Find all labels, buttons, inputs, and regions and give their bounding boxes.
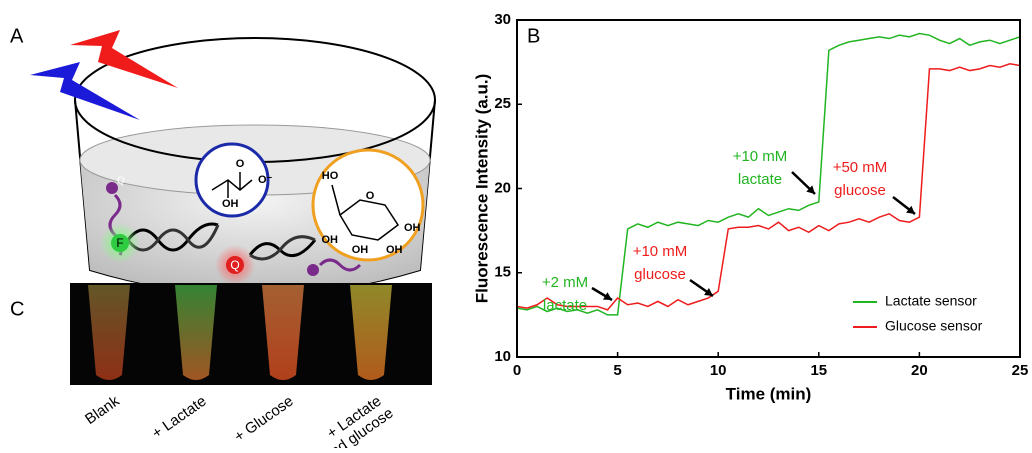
annotation: glucose — [834, 182, 886, 199]
tube-label: + Lactate — [149, 393, 210, 443]
line-chart: 0 5 10 15 20 25 10 15 20 25 30 Time (min) Fluorescen… — [472, 11, 1028, 404]
fluorophore-label: Q — [117, 176, 125, 187]
panel-label: A — [10, 25, 24, 47]
scheme: Q F Q O O⁻ OH HO O OH OH OH OH — [30, 30, 435, 295]
x-tick-label: 0 — [513, 362, 521, 379]
y-tick-label: 20 — [494, 179, 511, 196]
x-tick-label: 20 — [911, 362, 928, 379]
y-tick-label: 25 — [494, 95, 511, 112]
panel-label: C — [10, 298, 24, 320]
quencher — [307, 264, 319, 276]
legend-label: Glucose sensor — [885, 318, 983, 334]
tube-label: + Glucose — [231, 393, 296, 446]
y-tick-label: 15 — [494, 264, 511, 281]
annotation: +10 mM — [633, 243, 688, 260]
annotation: lactate — [738, 171, 782, 188]
atom: O — [366, 190, 375, 202]
x-axis-label: Time (min) — [726, 384, 812, 403]
fluorophore-label: F — [116, 236, 123, 250]
atom: OH — [322, 234, 339, 246]
annotation: +2 mM — [542, 274, 588, 291]
x-tick-label: 25 — [1012, 362, 1029, 379]
fluorophore-label: Q — [230, 258, 239, 272]
annotation: +50 mM — [833, 159, 888, 176]
atom: OH — [386, 244, 403, 256]
x-tick-label: 10 — [710, 362, 727, 379]
annotation: +10 mM — [733, 148, 788, 165]
x-tick-label: 15 — [810, 362, 827, 379]
y-tick-label: 30 — [494, 11, 511, 28]
x-tick-label: 5 — [613, 362, 621, 379]
atom: O — [236, 158, 245, 170]
photo — [70, 283, 432, 385]
annotation: glucose — [634, 266, 686, 283]
figure: Q F Q O O⁻ OH HO O OH OH OH OH A B C Bla… — [0, 0, 1032, 448]
atom: HO — [322, 170, 339, 182]
atom: O⁻ — [258, 174, 273, 186]
atom: OH — [352, 244, 369, 256]
y-tick-label: 10 — [494, 348, 511, 365]
annotation: lactate — [543, 297, 587, 314]
atom: OH — [404, 222, 421, 234]
panel-label: B — [527, 25, 540, 47]
atom: OH — [222, 198, 239, 210]
y-axis-label: Fluorescence Intensity (a.u.) — [472, 74, 491, 304]
legend-label: Lactate sensor — [885, 293, 977, 309]
tube-label: Blank — [82, 392, 123, 428]
